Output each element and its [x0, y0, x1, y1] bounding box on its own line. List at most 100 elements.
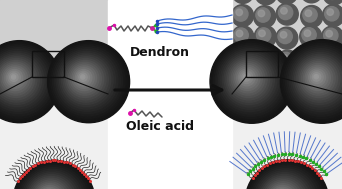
- Circle shape: [25, 6, 39, 20]
- Circle shape: [72, 55, 78, 62]
- Circle shape: [47, 75, 61, 90]
- Bar: [0, 94, 108, 189]
- Circle shape: [236, 9, 242, 16]
- Bar: [0, 0, 108, 94]
- Circle shape: [258, 173, 312, 189]
- Circle shape: [23, 4, 45, 26]
- Circle shape: [260, 54, 267, 60]
- Circle shape: [29, 177, 74, 189]
- Bar: [108, 0, 232, 189]
- Circle shape: [245, 160, 329, 189]
- Circle shape: [0, 46, 53, 116]
- Circle shape: [60, 53, 113, 107]
- Circle shape: [254, 6, 276, 28]
- Circle shape: [23, 70, 45, 93]
- Circle shape: [300, 26, 322, 48]
- Circle shape: [212, 29, 227, 43]
- Circle shape: [258, 75, 272, 90]
- Circle shape: [47, 0, 68, 3]
- Circle shape: [46, 96, 60, 110]
- Circle shape: [321, 26, 342, 48]
- Circle shape: [48, 8, 62, 22]
- Circle shape: [231, 71, 252, 93]
- Circle shape: [298, 58, 340, 100]
- Circle shape: [68, 73, 90, 95]
- Circle shape: [302, 62, 335, 95]
- Circle shape: [25, 73, 39, 87]
- Circle shape: [81, 75, 85, 79]
- Circle shape: [6, 76, 13, 82]
- Circle shape: [231, 50, 253, 72]
- Circle shape: [280, 40, 342, 123]
- Circle shape: [232, 0, 254, 3]
- Circle shape: [233, 64, 262, 93]
- Circle shape: [255, 0, 277, 5]
- Circle shape: [302, 28, 316, 42]
- Circle shape: [234, 28, 248, 42]
- Circle shape: [254, 169, 317, 189]
- Circle shape: [49, 77, 55, 84]
- Circle shape: [238, 69, 255, 86]
- Circle shape: [45, 5, 68, 27]
- Circle shape: [91, 29, 105, 44]
- Circle shape: [258, 10, 265, 17]
- Circle shape: [68, 0, 90, 5]
- Circle shape: [93, 53, 108, 67]
- Bar: [232, 0, 342, 94]
- Circle shape: [229, 60, 267, 98]
- Circle shape: [96, 55, 102, 61]
- Circle shape: [12, 75, 16, 79]
- Circle shape: [303, 64, 333, 93]
- Circle shape: [261, 176, 307, 189]
- Circle shape: [26, 31, 32, 38]
- Circle shape: [325, 7, 339, 21]
- Circle shape: [67, 60, 104, 98]
- Circle shape: [233, 74, 247, 88]
- Circle shape: [277, 71, 299, 93]
- Circle shape: [69, 29, 84, 43]
- Circle shape: [249, 163, 324, 189]
- Circle shape: [76, 70, 92, 86]
- Circle shape: [298, 72, 320, 94]
- Circle shape: [305, 10, 312, 16]
- Circle shape: [222, 53, 277, 107]
- Circle shape: [0, 50, 49, 111]
- Circle shape: [74, 68, 94, 88]
- Circle shape: [228, 58, 269, 100]
- Circle shape: [326, 30, 332, 37]
- Circle shape: [50, 30, 56, 37]
- Circle shape: [258, 51, 272, 66]
- Circle shape: [34, 182, 67, 189]
- Circle shape: [4, 68, 25, 88]
- Circle shape: [3, 66, 27, 91]
- Circle shape: [8, 71, 21, 84]
- Circle shape: [256, 28, 271, 42]
- Circle shape: [260, 77, 266, 84]
- Circle shape: [305, 65, 330, 91]
- Circle shape: [27, 75, 34, 81]
- Circle shape: [23, 171, 81, 189]
- Circle shape: [323, 4, 342, 26]
- Circle shape: [302, 96, 316, 111]
- Circle shape: [44, 94, 66, 116]
- Circle shape: [286, 45, 342, 116]
- Circle shape: [27, 8, 34, 15]
- Circle shape: [0, 48, 51, 114]
- Circle shape: [236, 30, 243, 37]
- Circle shape: [51, 44, 125, 118]
- Circle shape: [77, 71, 90, 84]
- Circle shape: [278, 29, 292, 44]
- Circle shape: [297, 56, 342, 102]
- Circle shape: [294, 54, 342, 105]
- Circle shape: [214, 31, 221, 38]
- Circle shape: [210, 40, 293, 123]
- Circle shape: [50, 10, 57, 16]
- Circle shape: [276, 3, 298, 25]
- Circle shape: [256, 49, 278, 71]
- Circle shape: [212, 42, 291, 121]
- Circle shape: [20, 167, 86, 189]
- Circle shape: [325, 74, 340, 88]
- Circle shape: [30, 178, 71, 189]
- Circle shape: [22, 0, 43, 3]
- Circle shape: [291, 51, 342, 109]
